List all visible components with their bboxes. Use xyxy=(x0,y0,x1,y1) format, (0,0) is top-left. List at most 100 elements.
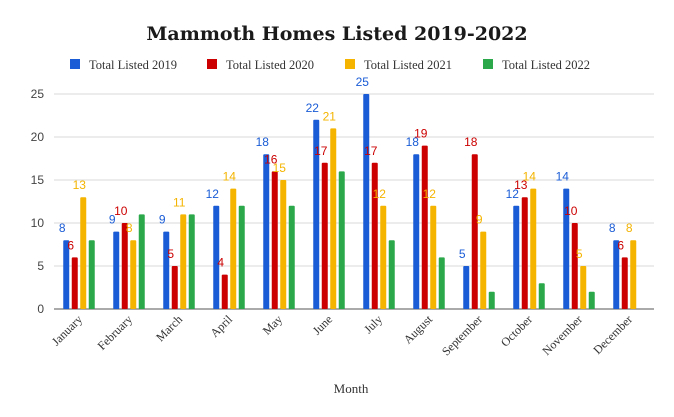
data-label: 5 xyxy=(167,247,174,261)
y-tick-label: 15 xyxy=(31,173,45,187)
x-category-label: April xyxy=(207,312,235,340)
data-label: 13 xyxy=(514,178,528,192)
bar xyxy=(113,231,120,309)
data-label: 9 xyxy=(476,213,483,227)
legend-swatch xyxy=(345,59,355,69)
y-tick-label: 20 xyxy=(31,130,45,144)
legend-label: Total Listed 2021 xyxy=(364,58,452,72)
bar xyxy=(521,197,528,309)
data-labels: 8613910895111241418161522172125171218191… xyxy=(59,75,633,270)
bar xyxy=(613,240,620,309)
bar xyxy=(571,223,578,309)
data-label: 6 xyxy=(67,238,74,252)
data-label: 12 xyxy=(373,187,387,201)
x-category-label: December xyxy=(590,312,635,357)
y-axis-ticks: 0 5 10 15 20 25 xyxy=(31,87,45,316)
bar xyxy=(471,154,478,309)
data-label: 16 xyxy=(264,152,278,166)
data-label: 17 xyxy=(364,144,378,158)
bar xyxy=(421,145,428,309)
bar xyxy=(330,128,337,309)
x-axis-categories: January February March April May June July Augu… xyxy=(49,312,635,359)
legend-label: Total Listed 2022 xyxy=(502,58,590,72)
bar xyxy=(238,205,245,309)
bar xyxy=(413,154,420,309)
bar xyxy=(588,291,595,309)
y-tick-label: 25 xyxy=(31,87,45,101)
legend-label: Total Listed 2020 xyxy=(226,58,314,72)
data-label: 6 xyxy=(617,238,624,252)
bar xyxy=(380,205,387,309)
bars xyxy=(63,94,637,309)
x-category-label: October xyxy=(498,312,535,349)
bar xyxy=(488,291,495,309)
y-tick-label: 10 xyxy=(31,216,45,230)
legend-label: Total Listed 2019 xyxy=(89,58,177,72)
bar xyxy=(188,214,195,309)
bar xyxy=(430,205,437,309)
data-label: 10 xyxy=(564,204,578,218)
bar xyxy=(130,240,137,309)
x-category-label: June xyxy=(310,312,335,337)
bar xyxy=(338,171,345,309)
bar xyxy=(530,188,537,309)
data-label: 8 xyxy=(609,221,616,235)
data-label: 18 xyxy=(464,135,478,149)
chart-title: Mammoth Homes Listed 2019-2022 xyxy=(146,23,527,45)
x-category-label: February xyxy=(95,312,136,353)
legend-swatch xyxy=(207,59,217,69)
bar xyxy=(121,223,128,309)
data-label: 19 xyxy=(414,127,428,141)
bar xyxy=(221,274,228,309)
data-label: 17 xyxy=(314,144,328,158)
bar xyxy=(213,205,220,309)
bar xyxy=(288,205,295,309)
bar xyxy=(321,162,328,309)
data-label: 14 xyxy=(523,170,537,184)
data-label: 12 xyxy=(506,187,520,201)
bar xyxy=(230,188,237,309)
bar xyxy=(463,266,470,309)
legend-swatch xyxy=(70,59,80,69)
bar xyxy=(138,214,145,309)
x-axis-label: Month xyxy=(334,381,369,396)
data-label: 25 xyxy=(356,75,370,89)
bar xyxy=(438,257,445,309)
x-category-label: May xyxy=(260,312,285,337)
data-label: 18 xyxy=(256,135,270,149)
bar xyxy=(630,240,637,309)
bar xyxy=(371,162,378,309)
data-label: 21 xyxy=(323,109,337,123)
x-category-label: July xyxy=(361,312,385,336)
bar xyxy=(313,119,320,309)
data-label: 18 xyxy=(406,135,420,149)
data-label: 9 xyxy=(159,213,166,227)
bar xyxy=(363,94,370,309)
bar xyxy=(180,214,187,309)
bar xyxy=(63,240,70,309)
bar xyxy=(388,240,395,309)
data-label: 5 xyxy=(459,247,466,261)
x-category-label: January xyxy=(49,312,85,348)
bar xyxy=(538,283,545,309)
data-label: 10 xyxy=(114,204,128,218)
bar xyxy=(563,188,570,309)
data-label: 14 xyxy=(556,170,570,184)
data-label: 11 xyxy=(173,195,186,209)
bar xyxy=(480,231,487,309)
data-label: 22 xyxy=(306,101,320,115)
x-category-label: August xyxy=(401,312,436,347)
data-label: 9 xyxy=(109,213,116,227)
data-label: 12 xyxy=(423,187,437,201)
bar xyxy=(80,197,87,309)
bar xyxy=(580,266,587,309)
data-label: 12 xyxy=(206,187,220,201)
bar xyxy=(88,240,95,309)
bar xyxy=(513,205,520,309)
data-label: 4 xyxy=(217,256,224,270)
bar xyxy=(280,180,287,309)
x-category-label: September xyxy=(439,312,485,358)
bar xyxy=(163,231,170,309)
data-label: 15 xyxy=(273,161,287,175)
